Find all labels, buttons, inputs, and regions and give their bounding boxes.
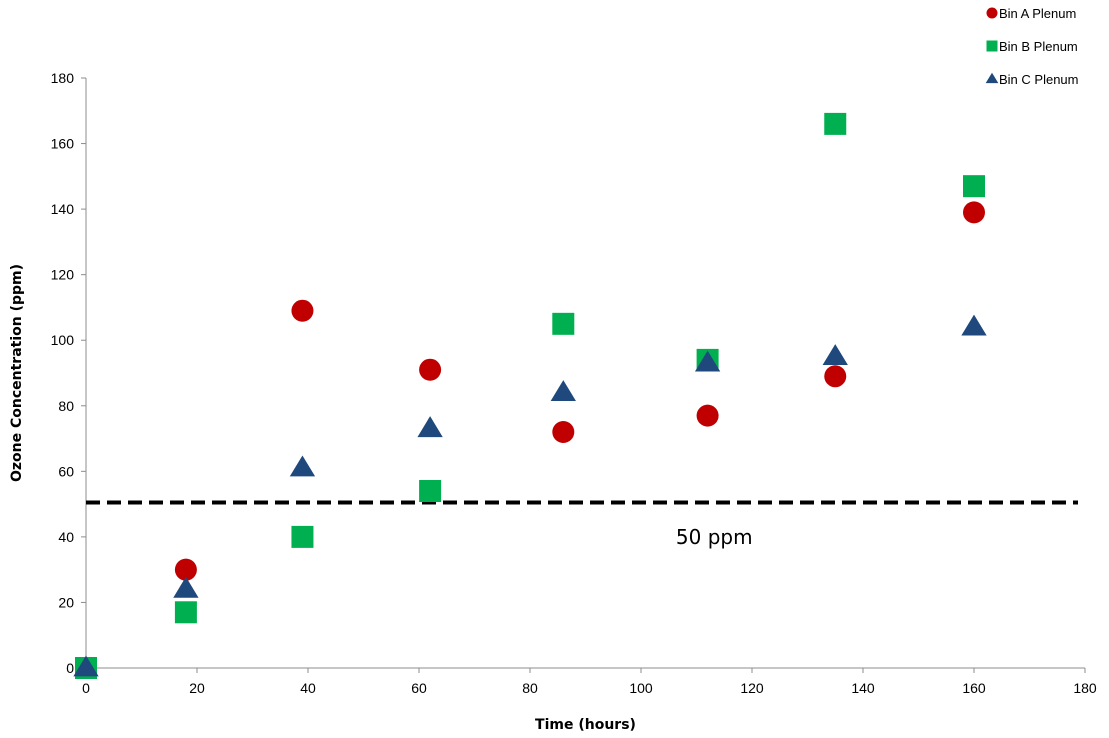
y-tick-label: 80 — [58, 398, 74, 414]
y-tick-label: 0 — [66, 660, 74, 676]
data-points — [73, 112, 987, 679]
y-tick-label: 160 — [51, 136, 75, 152]
tick-marks — [81, 77, 1086, 673]
data-point — [174, 601, 197, 624]
threshold-annotation: 50 ppm — [676, 525, 753, 549]
x-tick-label: 160 — [962, 680, 986, 696]
legend-label: Bin B Plenum — [999, 39, 1078, 54]
data-point — [694, 350, 721, 372]
data-point — [419, 358, 442, 381]
data-point — [550, 380, 576, 402]
legend-item: Bin B Plenum — [986, 39, 1078, 54]
legend-label: Bin A Plenum — [999, 6, 1076, 21]
y-axis-title: Ozone Concentration (ppm) — [9, 264, 25, 482]
data-point — [963, 175, 985, 198]
x-tick-label: 140 — [851, 680, 875, 696]
data-point — [289, 455, 316, 477]
y-tick-label: 140 — [51, 201, 75, 217]
data-point — [419, 480, 442, 502]
data-point — [73, 655, 99, 677]
series-3 — [73, 314, 987, 677]
legend-marker — [986, 40, 998, 52]
data-point — [552, 312, 575, 335]
data-point — [417, 416, 443, 438]
data-point — [696, 404, 719, 427]
x-tick-label: 0 — [82, 680, 90, 696]
data-point — [822, 344, 848, 365]
y-tick-label: 100 — [51, 332, 75, 348]
axes — [85, 78, 1085, 669]
series-1 — [75, 201, 985, 679]
y-tick-label: 40 — [58, 529, 74, 545]
x-tick-label: 120 — [740, 680, 764, 696]
data-point — [963, 201, 985, 224]
x-tick-label: 80 — [522, 680, 538, 696]
legend-marker — [985, 72, 999, 84]
x-tick-label: 20 — [189, 680, 205, 696]
data-point — [173, 576, 199, 598]
tick-labels: 0 20 40 60 80 100 120 140 160 180 0 20 40 60 80 100 120 1… — [51, 70, 1097, 696]
y-tick-label: 120 — [51, 267, 75, 283]
x-tick-label: 40 — [300, 680, 316, 696]
legend-marker — [986, 7, 998, 19]
x-tick-label: 60 — [411, 680, 427, 696]
data-point — [552, 421, 575, 443]
data-point — [961, 314, 987, 336]
y-tick-label: 20 — [58, 594, 74, 610]
data-point — [824, 112, 847, 135]
series-2 — [75, 112, 985, 679]
legend-label: Bin C Plenum — [999, 72, 1078, 87]
data-point — [291, 299, 314, 322]
x-axis-title: Time (hours) — [535, 717, 636, 733]
y-tick-label: 180 — [51, 70, 75, 86]
data-point — [824, 365, 847, 388]
legend: Bin A Plenum Bin B Plenum Bin C Plenum — [985, 6, 1078, 87]
x-tick-label: 100 — [629, 680, 653, 696]
legend-item: Bin C Plenum — [985, 72, 1078, 87]
x-tick-label: 180 — [1073, 680, 1097, 696]
data-point — [174, 558, 197, 581]
data-point — [291, 525, 314, 548]
y-tick-label: 60 — [58, 463, 74, 479]
legend-item: Bin A Plenum — [986, 6, 1076, 21]
